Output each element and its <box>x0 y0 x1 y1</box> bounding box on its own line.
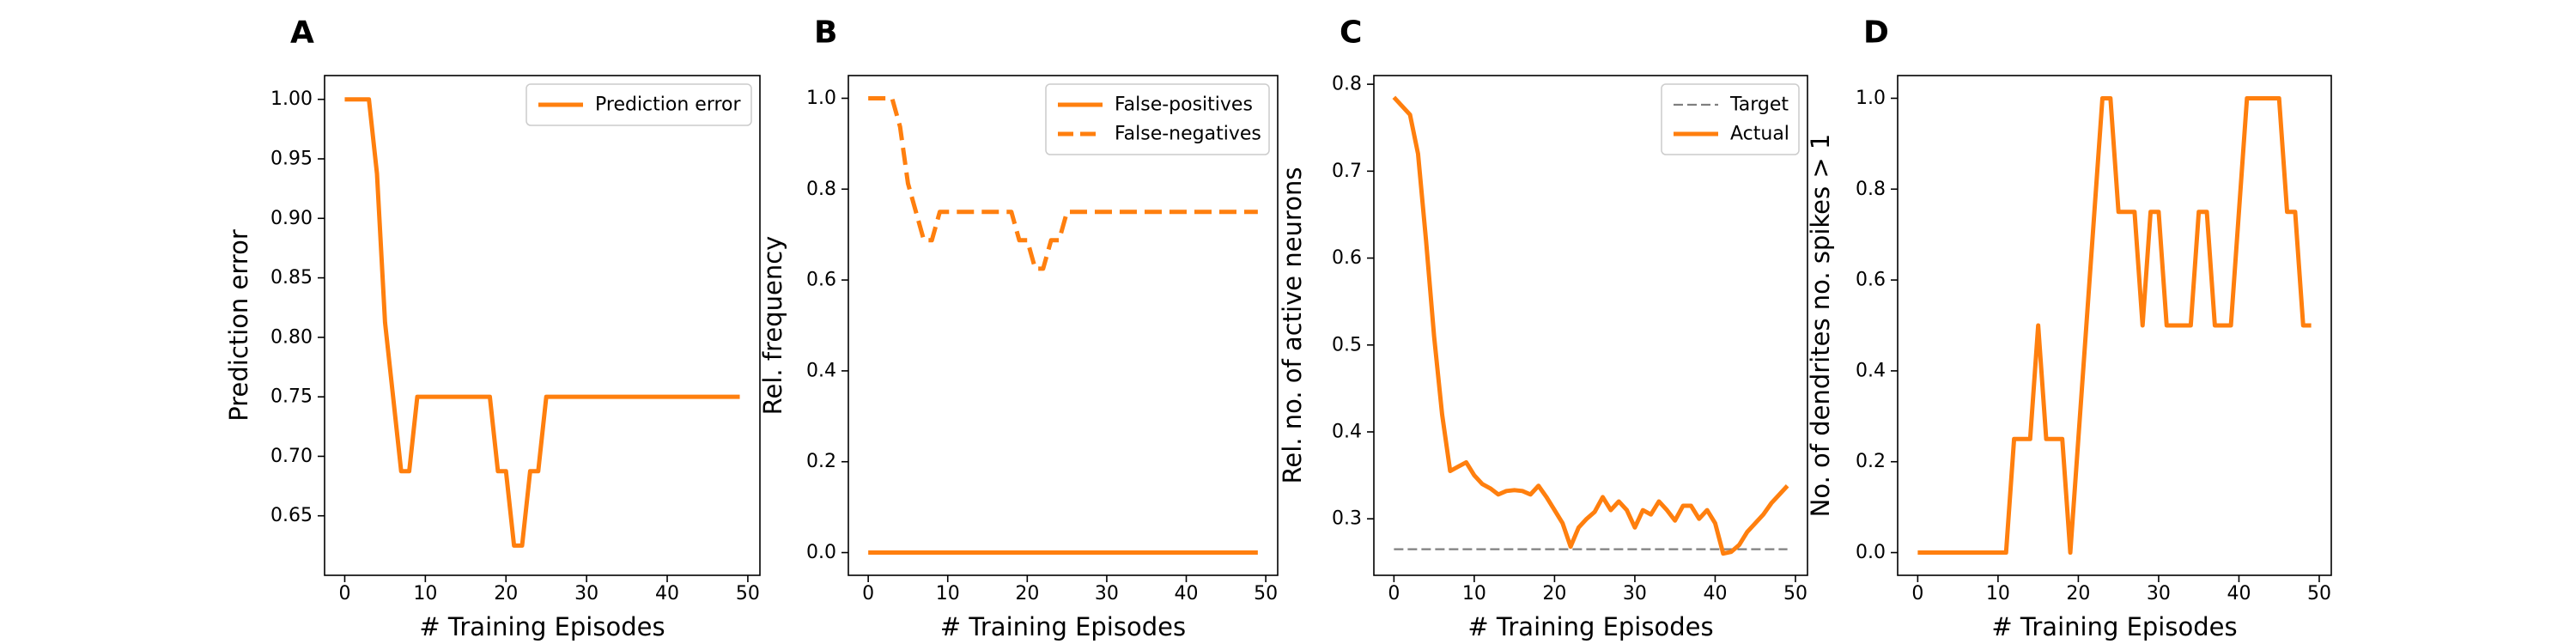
y-tick-label: 0.80 <box>270 326 313 348</box>
x-tick-label: 0 <box>862 583 874 605</box>
x-tick-label: 50 <box>1783 583 1807 605</box>
panel-c: C 0 10 20 30 40 50 0.3 0.4 0.5 0.6 0.7 0.8 # Training… <box>1278 15 1808 641</box>
y-axis-label: Prediction error <box>224 229 253 422</box>
x-tick-label: 20 <box>494 583 518 605</box>
x-axis-label: # Training Episodes <box>419 612 665 641</box>
y-tick-label: 0.4 <box>1856 360 1886 381</box>
series-line-1 <box>1392 95 1789 556</box>
legend-label: False-negatives <box>1115 124 1261 145</box>
y-tick-label: 0.5 <box>1332 334 1362 355</box>
y-tick-label: 0.85 <box>270 267 313 289</box>
y-tick-label: 0.90 <box>270 208 313 229</box>
y-tick-label: 0.2 <box>806 451 836 472</box>
x-axis-label: # Training Episodes <box>940 612 1186 641</box>
x-axis-label: # Training Episodes <box>1991 612 2237 641</box>
x-tick-label: 40 <box>2227 583 2251 605</box>
y-tick-label: 0.6 <box>1332 247 1362 269</box>
legend-box <box>1661 83 1800 155</box>
legend: Target Actual <box>1661 83 1800 155</box>
x-tick-label: 30 <box>574 583 598 605</box>
plot-area <box>868 95 1258 556</box>
x-tick-label: 20 <box>2066 583 2090 605</box>
panel-b: B 0 10 20 30 40 50 0.0 0.2 0.4 0.6 0.8 1.0 # Training… <box>758 15 1279 641</box>
panel-letter: A <box>290 15 314 51</box>
x-tick-label: 10 <box>413 583 437 605</box>
axes-frame <box>1373 75 1808 576</box>
legend-label: Target <box>1729 94 1789 116</box>
y-tick-label: 0.6 <box>1856 270 1886 291</box>
x-tick-label: 30 <box>1623 583 1647 605</box>
y-tick-label: 1.00 <box>270 88 313 110</box>
y-tick-label: 1.0 <box>806 88 836 109</box>
legend-box <box>526 83 752 126</box>
panel-letter: D <box>1863 15 1889 51</box>
legend: Prediction error <box>526 83 752 126</box>
y-axis-label: Rel. no. of active neurons <box>1278 167 1307 484</box>
x-tick-label: 0 <box>1388 583 1400 605</box>
x-tick-label: 30 <box>2147 583 2171 605</box>
series-line-0 <box>344 97 740 548</box>
axes-frame <box>324 75 761 576</box>
x-tick-label: 20 <box>1542 583 1566 605</box>
axes-frame <box>1897 75 2332 576</box>
y-tick-label: 0.75 <box>270 386 313 408</box>
series-line-0 <box>1917 95 2312 556</box>
plot-area <box>344 97 740 548</box>
y-tick-label: 0.8 <box>1856 179 1886 200</box>
x-tick-label: 40 <box>655 583 679 605</box>
y-tick-label: 0.95 <box>270 149 313 170</box>
x-tick-label: 40 <box>1175 583 1199 605</box>
panel-letter: B <box>814 15 837 51</box>
x-axis-label: # Training Episodes <box>1467 612 1713 641</box>
x-tick-label: 40 <box>1703 583 1727 605</box>
axes-frame <box>848 75 1279 576</box>
y-tick-label: 0.8 <box>806 179 836 200</box>
x-tick-label: 10 <box>1986 583 2010 605</box>
panel-a: A 0 10 20 30 40 50 0.65 0.70 0.75 0.80 0.85 0.90 0.95… <box>224 15 761 641</box>
y-tick-label: 0.8 <box>1332 74 1362 95</box>
y-tick-label: 0.3 <box>1332 508 1362 530</box>
y-axis-label: Rel. frequency <box>758 236 787 416</box>
x-tick-label: 10 <box>936 583 960 605</box>
series-line-1 <box>868 95 1258 271</box>
y-tick-label: 0.65 <box>270 505 313 526</box>
y-tick-label: 1.0 <box>1856 88 1886 109</box>
y-tick-label: 0.7 <box>1332 161 1362 182</box>
legend-label: False-positives <box>1115 94 1253 116</box>
x-tick-label: 0 <box>1911 583 1923 605</box>
x-tick-label: 50 <box>736 583 760 605</box>
y-tick-label: 0.6 <box>806 270 836 291</box>
legend-label: Prediction error <box>595 94 741 116</box>
legend: False-positives False-negatives <box>1045 83 1270 155</box>
panel-d: D 0 10 20 30 40 50 0.0 0.2 0.4 0.6 0.8 1.0 # Training… <box>1806 15 2332 641</box>
plot-area <box>1392 95 1789 556</box>
y-tick-label: 0.4 <box>1332 421 1362 442</box>
y-tick-label: 0.0 <box>806 542 836 563</box>
y-tick-label: 0.4 <box>806 360 836 381</box>
x-tick-label: 0 <box>338 583 350 605</box>
y-axis-label: No. of dendrites no. spikes > 1 <box>1806 134 1835 518</box>
panel-letter: C <box>1340 15 1362 51</box>
x-tick-label: 20 <box>1015 583 1039 605</box>
x-tick-label: 30 <box>1095 583 1119 605</box>
y-tick-label: 0.70 <box>270 446 313 467</box>
x-tick-label: 10 <box>1462 583 1486 605</box>
y-tick-label: 0.2 <box>1856 451 1886 472</box>
legend-label: Actual <box>1730 124 1789 145</box>
x-tick-label: 50 <box>1254 583 1278 605</box>
legend-box <box>1045 83 1270 155</box>
plot-area <box>1917 95 2312 556</box>
x-tick-label: 50 <box>2307 583 2331 605</box>
y-tick-label: 0.0 <box>1856 542 1886 563</box>
